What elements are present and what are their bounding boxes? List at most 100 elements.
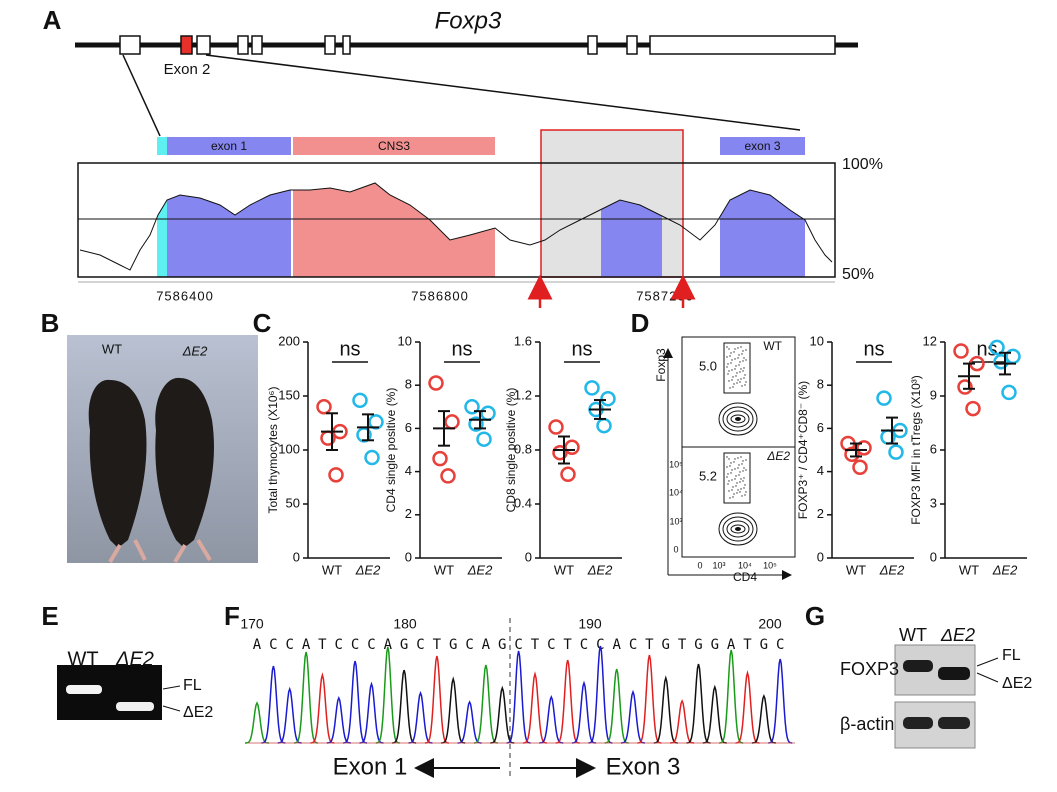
- event: [727, 363, 729, 365]
- event: [745, 349, 747, 351]
- base: C: [351, 637, 359, 653]
- event: [729, 465, 731, 467]
- peak: [588, 645, 613, 744]
- event: [728, 458, 730, 460]
- y-tick-label: 0: [930, 549, 937, 564]
- peak: [310, 672, 335, 744]
- panel-label: A: [43, 5, 62, 35]
- dot: [852, 459, 868, 476]
- base: T: [318, 637, 327, 653]
- y-tick-label: 6: [405, 420, 412, 435]
- y-axis-label: FOXP3⁺ / CD4⁺CD8⁻ (%): [796, 381, 810, 519]
- event: [739, 371, 741, 373]
- dot: [464, 399, 480, 415]
- event: [738, 474, 740, 476]
- exon-label: Exon 3: [606, 753, 681, 780]
- event: [744, 484, 746, 486]
- peak: [408, 690, 433, 744]
- y-tick-label: 8: [817, 377, 824, 392]
- panel-label: G: [805, 601, 825, 631]
- event: [742, 460, 744, 462]
- event: [743, 367, 745, 369]
- dot: [856, 440, 872, 456]
- y-tick-label: 3: [930, 495, 937, 510]
- event: [733, 461, 735, 463]
- event: [729, 387, 731, 389]
- peak: [571, 680, 597, 744]
- base: T: [645, 637, 654, 653]
- event: [741, 495, 743, 497]
- event: [733, 351, 735, 353]
- y-axis-label: Total thymocytes (X10⁶): [266, 387, 280, 514]
- tick-label: 10⁵: [763, 560, 777, 570]
- dot: [584, 380, 600, 396]
- event: [734, 368, 736, 370]
- event: [736, 482, 738, 484]
- event: [739, 491, 741, 493]
- event: [734, 468, 736, 470]
- event: [740, 378, 742, 380]
- event: [739, 381, 741, 383]
- event: [742, 350, 744, 352]
- base: T: [678, 637, 687, 653]
- event: [737, 379, 739, 381]
- base: T: [563, 637, 572, 653]
- conserved-region: [157, 183, 167, 277]
- dot: [953, 343, 969, 359]
- event: [744, 494, 746, 496]
- contour: [730, 414, 746, 424]
- event: [726, 356, 728, 358]
- event: [736, 382, 738, 384]
- event: [745, 359, 747, 361]
- contour: [722, 406, 754, 432]
- dot: [328, 467, 344, 483]
- y-tick-label: 6: [930, 441, 937, 456]
- event: [727, 473, 729, 475]
- event: [742, 360, 744, 362]
- band-label: FL: [183, 677, 202, 694]
- tick-label: 10³: [669, 516, 682, 526]
- track-label: exon 3: [744, 139, 780, 153]
- lane-label: WT: [899, 625, 927, 645]
- dot: [596, 417, 612, 434]
- base: C: [629, 637, 637, 653]
- peak: [375, 646, 400, 744]
- event: [733, 383, 735, 385]
- event: [726, 466, 728, 468]
- peak: [604, 668, 629, 744]
- protein-label: β-actin: [840, 714, 894, 734]
- peak: [490, 685, 515, 744]
- event: [740, 368, 742, 370]
- y-tick-label: 4: [817, 463, 824, 478]
- x-tick-label: ΔE2: [992, 562, 1018, 577]
- event: [739, 471, 741, 473]
- x-tick-label: ΔE2: [355, 562, 381, 577]
- event: [735, 485, 737, 487]
- plot-frame: [77, 162, 836, 278]
- dot: [560, 466, 576, 483]
- event: [730, 352, 732, 354]
- y-tick-label: 8: [405, 377, 412, 392]
- position-label: 7586400: [156, 288, 214, 303]
- dot: [876, 390, 892, 406]
- y-tick-label: 0.4: [514, 495, 532, 510]
- event: [743, 477, 745, 479]
- position-label: 180: [393, 616, 417, 632]
- peak: [539, 694, 564, 744]
- y-axis-label: CD8 single positive (%): [504, 388, 518, 513]
- event: [743, 467, 745, 469]
- peak: [686, 663, 711, 744]
- event: [735, 365, 737, 367]
- event: [731, 469, 733, 471]
- peak: [326, 696, 351, 744]
- contour: [718, 402, 758, 436]
- contour: [718, 512, 758, 546]
- base: T: [743, 637, 752, 653]
- x-tick-label: WT: [959, 562, 979, 577]
- x-tick-label: ΔE2: [587, 562, 613, 577]
- position-label: 170: [240, 616, 264, 632]
- event: [734, 458, 736, 460]
- dot: [993, 354, 1009, 370]
- track-label: CNS3: [378, 139, 410, 153]
